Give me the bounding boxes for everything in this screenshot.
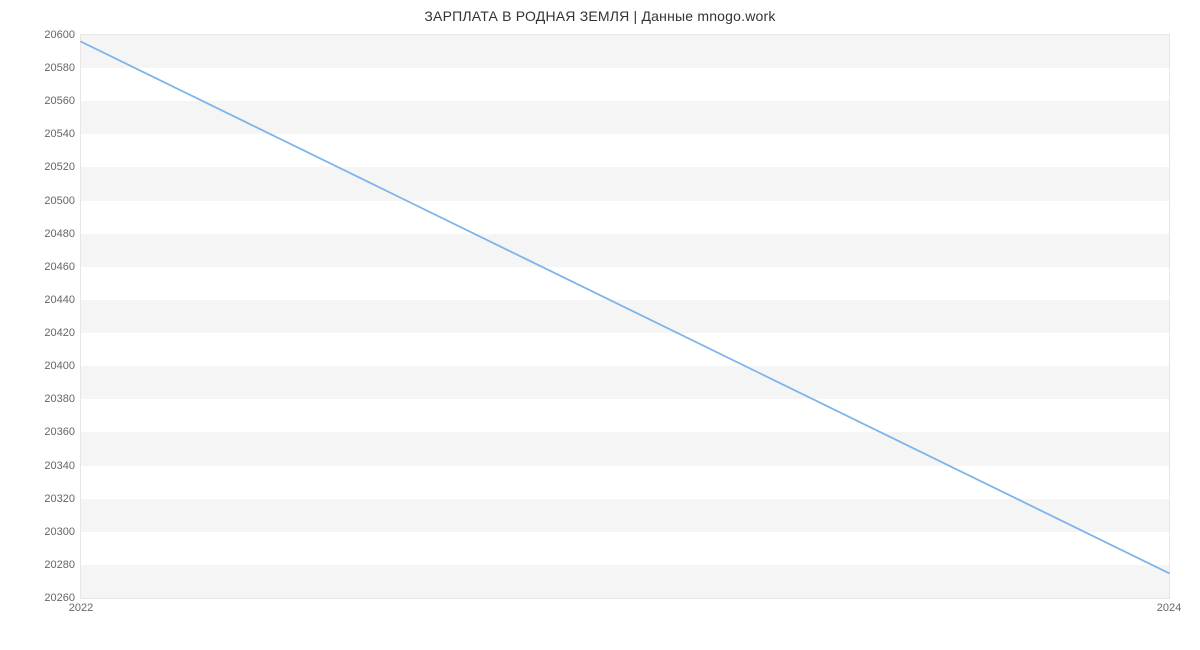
chart-title: ЗАРПЛАТА В РОДНАЯ ЗЕМЛЯ | Данные mnogo.w… — [0, 8, 1200, 24]
y-tick-label: 20280 — [44, 559, 81, 571]
y-tick-label: 20480 — [44, 228, 81, 240]
y-tick-label: 20540 — [44, 128, 81, 140]
salary-line-chart: ЗАРПЛАТА В РОДНАЯ ЗЕМЛЯ | Данные mnogo.w… — [0, 0, 1200, 650]
y-tick-label: 20580 — [44, 62, 81, 74]
y-tick-label: 20300 — [44, 526, 81, 538]
y-tick-label: 20460 — [44, 261, 81, 273]
y-tick-label: 20420 — [44, 327, 81, 339]
y-tick-label: 20340 — [44, 460, 81, 472]
y-tick-label: 20360 — [44, 426, 81, 438]
plot-area: 2026020280203002032020340203602038020400… — [80, 34, 1170, 599]
x-tick-label: 2024 — [1157, 598, 1181, 614]
y-tick-label: 20500 — [44, 195, 81, 207]
series-salary — [81, 42, 1169, 574]
series-line — [81, 35, 1169, 598]
y-tick-label: 20380 — [44, 393, 81, 405]
x-tick-label: 2022 — [69, 598, 93, 614]
y-tick-label: 20320 — [44, 493, 81, 505]
y-tick-label: 20520 — [44, 161, 81, 173]
y-tick-label: 20600 — [44, 29, 81, 41]
y-tick-label: 20400 — [44, 360, 81, 372]
y-tick-label: 20440 — [44, 294, 81, 306]
y-tick-label: 20560 — [44, 95, 81, 107]
